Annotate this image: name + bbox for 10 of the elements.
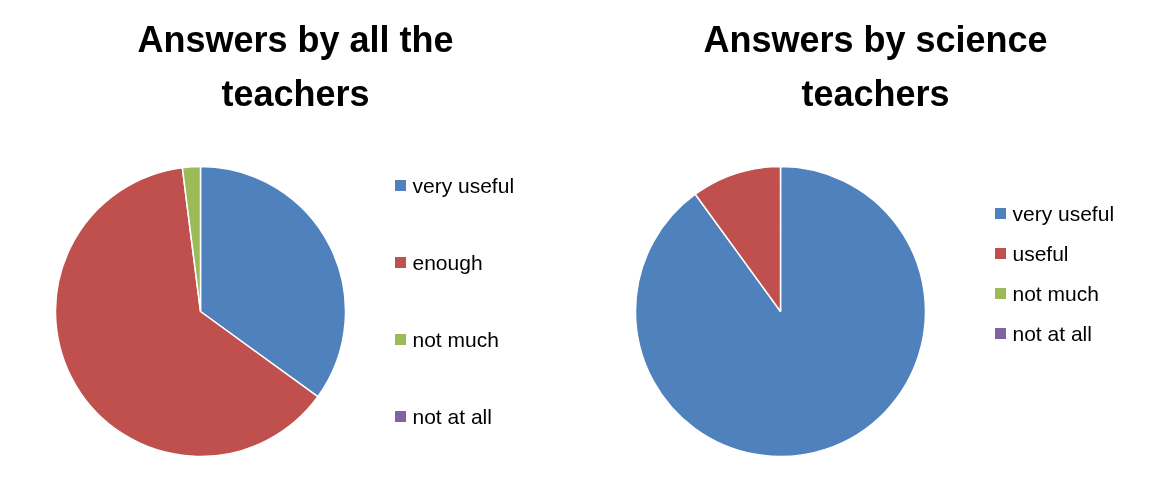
- chart-title: Answers by all the teachers: [137, 19, 454, 114]
- legend-label: very useful: [412, 174, 515, 197]
- legend-label: not at all: [412, 405, 492, 428]
- legend-label: not much: [1012, 282, 1099, 305]
- legend-label: enough: [412, 251, 483, 274]
- legend-label: not at all: [1012, 322, 1092, 345]
- legend-label: not much: [412, 328, 499, 351]
- chart-title: Answers by science teachers: [703, 19, 1048, 114]
- legend-label: very useful: [1012, 202, 1115, 225]
- legend-label: useful: [1012, 242, 1069, 265]
